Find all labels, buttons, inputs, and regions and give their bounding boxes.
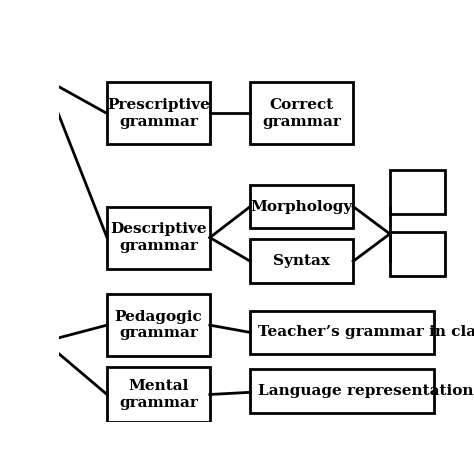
Text: Pedagogic
grammar: Pedagogic grammar xyxy=(115,310,202,340)
FancyBboxPatch shape xyxy=(107,294,210,356)
Text: Syntax: Syntax xyxy=(273,254,330,268)
FancyBboxPatch shape xyxy=(107,367,210,422)
FancyBboxPatch shape xyxy=(250,82,353,145)
FancyBboxPatch shape xyxy=(250,239,353,283)
Text: Language representation: Language representation xyxy=(258,384,473,398)
Text: Mental
grammar: Mental grammar xyxy=(119,379,198,410)
FancyBboxPatch shape xyxy=(390,170,445,214)
FancyBboxPatch shape xyxy=(390,232,445,276)
FancyBboxPatch shape xyxy=(107,207,210,269)
Text: Descriptive
grammar: Descriptive grammar xyxy=(110,222,207,253)
FancyBboxPatch shape xyxy=(107,82,210,145)
Text: Prescriptive
grammar: Prescriptive grammar xyxy=(107,98,210,128)
FancyBboxPatch shape xyxy=(250,369,434,413)
Text: Morphology: Morphology xyxy=(251,200,353,213)
FancyBboxPatch shape xyxy=(250,310,434,355)
FancyBboxPatch shape xyxy=(250,185,353,228)
Text: Correct
grammar: Correct grammar xyxy=(262,98,341,128)
Text: Teacher’s grammar in cla: Teacher’s grammar in cla xyxy=(258,326,474,339)
